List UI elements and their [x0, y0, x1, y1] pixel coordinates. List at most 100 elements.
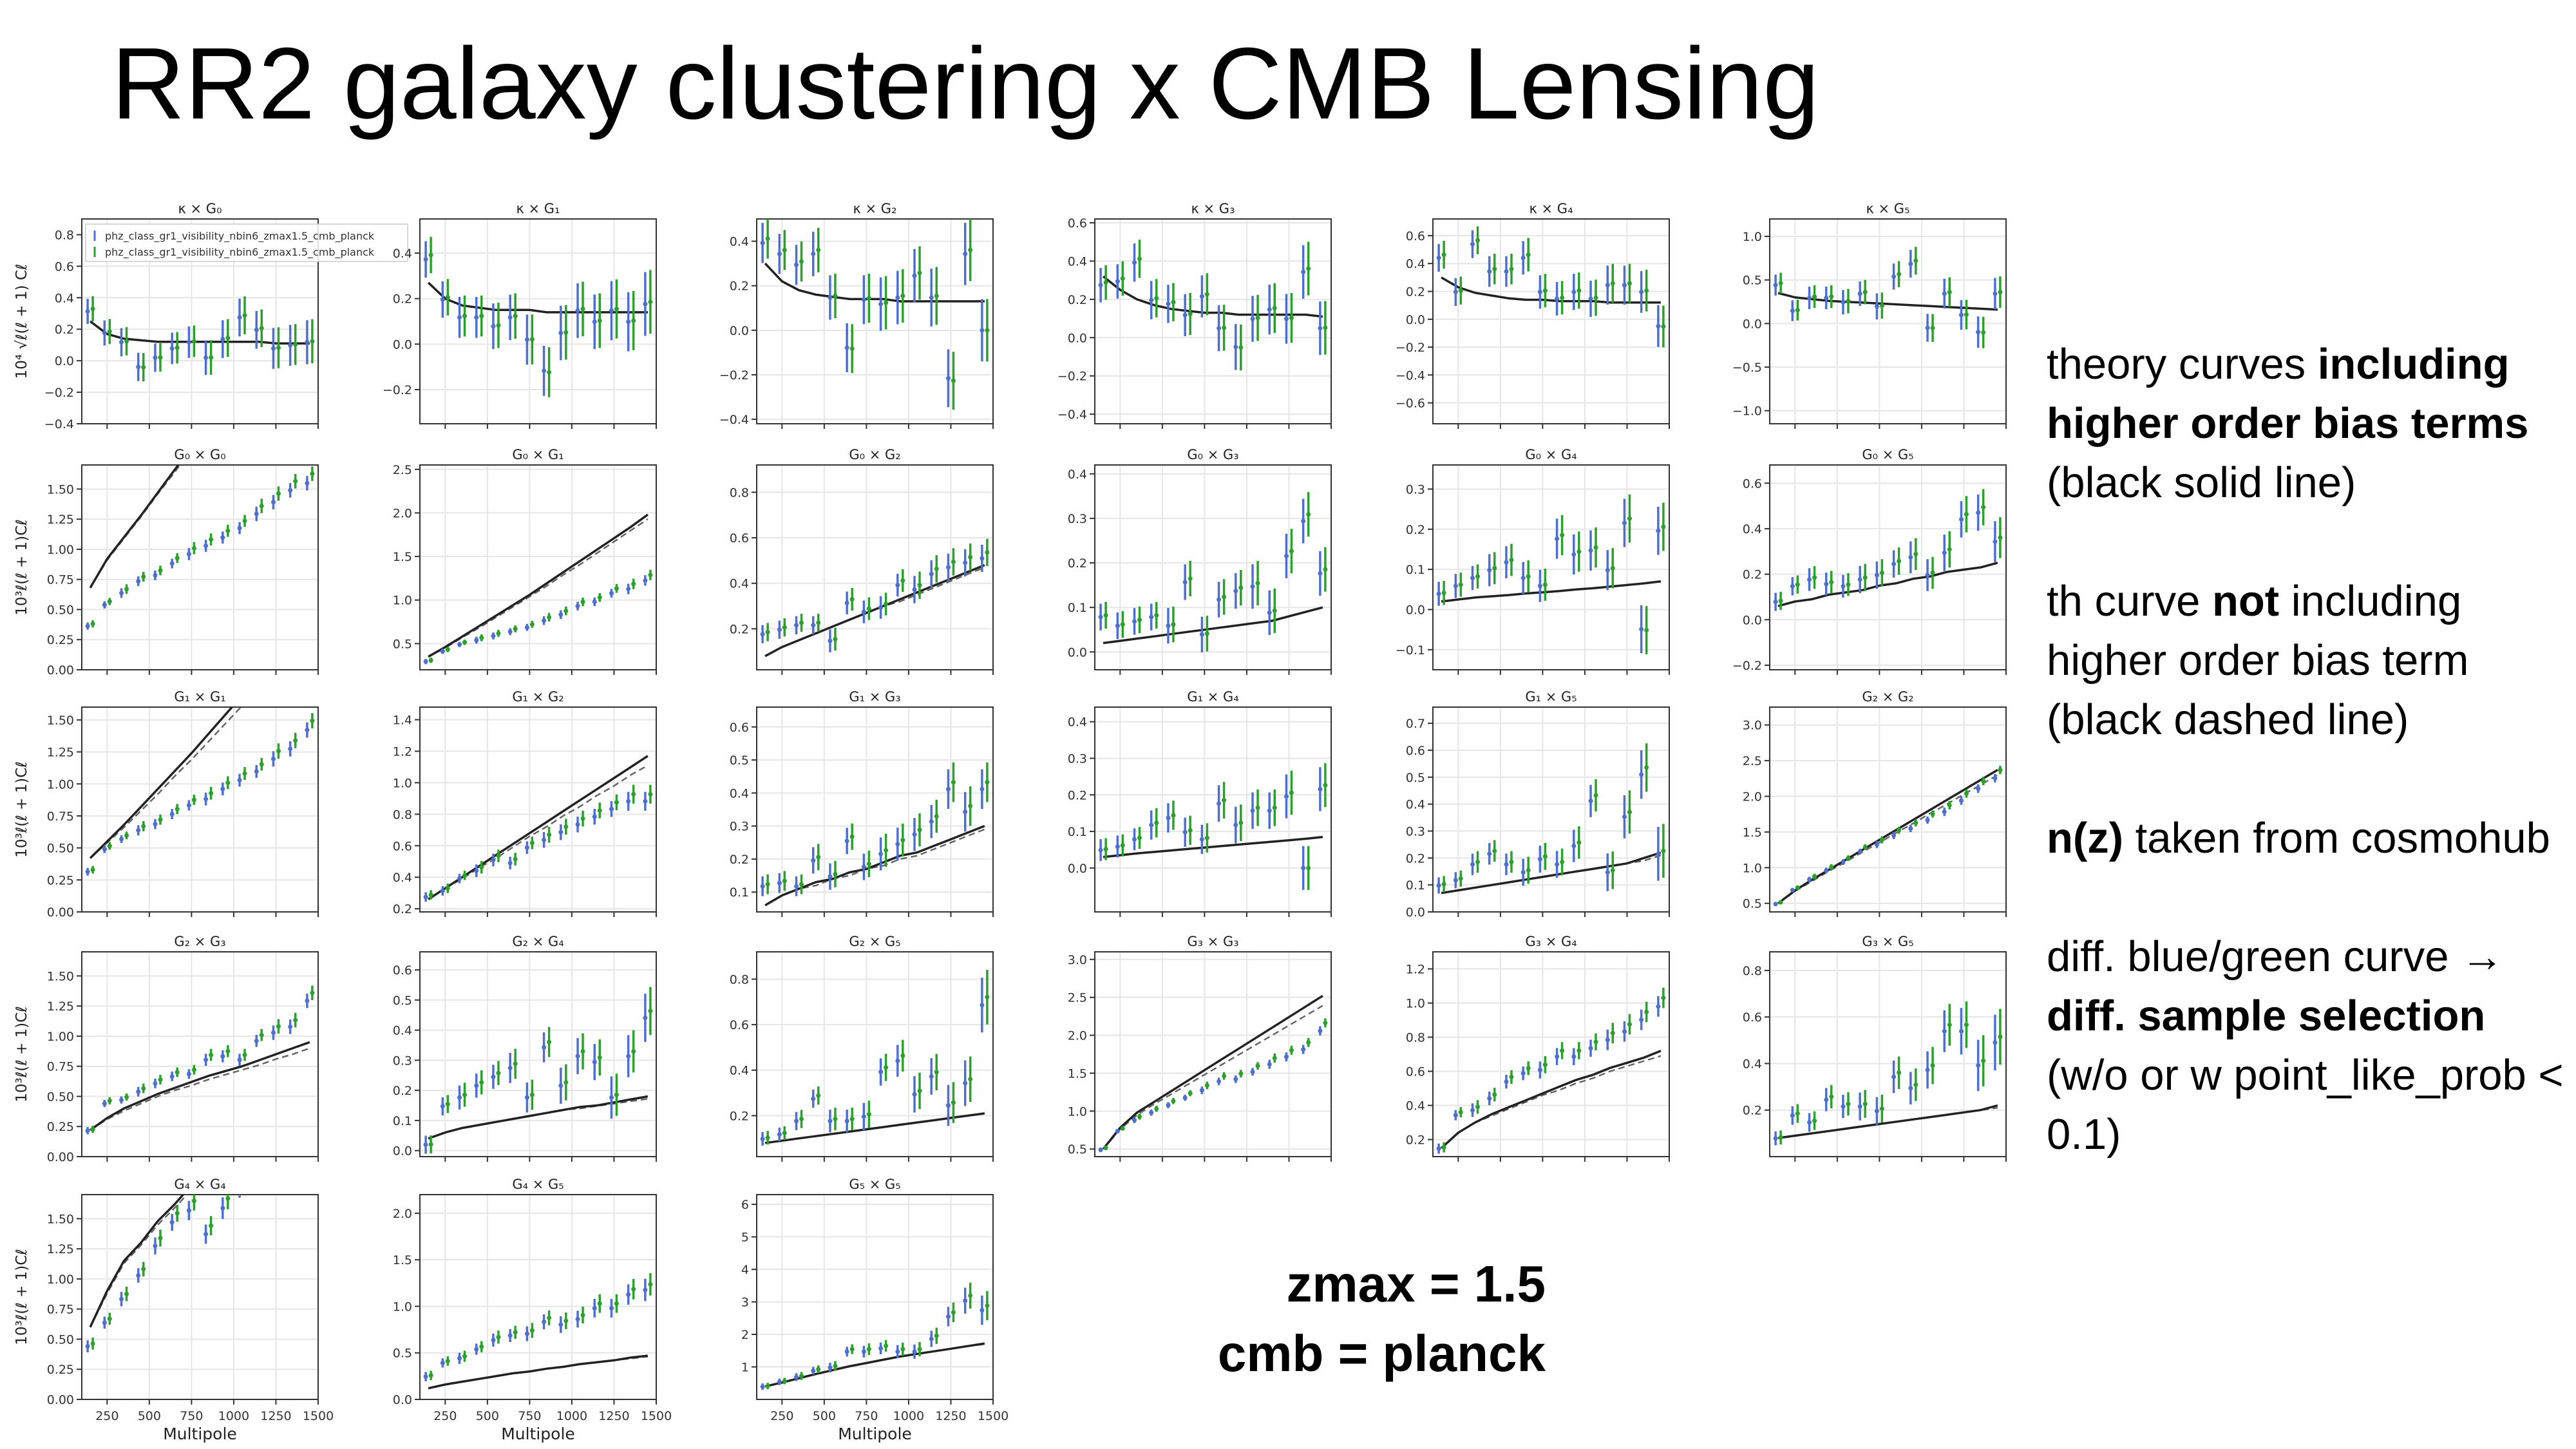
green-point: [428, 658, 433, 663]
y-tick-label: 0.6: [1406, 744, 1425, 758]
blue-point: [609, 1305, 614, 1311]
blue-point: [1166, 815, 1171, 820]
blue-point: [1841, 1104, 1846, 1109]
blue-point: [1115, 1129, 1120, 1134]
blue-point: [1537, 583, 1542, 589]
green-point: [580, 600, 585, 605]
blue-point: [102, 1320, 107, 1325]
blue-point: [254, 1173, 259, 1177]
blue-point: [220, 337, 225, 342]
y-tick-label: 0.50: [47, 1090, 74, 1104]
green-point: [597, 318, 602, 323]
note-text: not: [2211, 577, 2280, 625]
theory-solid-line: [1103, 275, 1323, 318]
green-point: [917, 1347, 922, 1352]
blue-point: [1283, 1054, 1289, 1059]
y-tick-label: −0.4: [1057, 408, 1087, 422]
blue-point: [558, 829, 564, 835]
blue-point: [760, 884, 765, 889]
chart-panel: 0.2 0.4 0.6 0.8 G₀ × G₂: [730, 447, 994, 675]
green-point: [445, 1101, 450, 1106]
y-tick-label: 0.0: [1743, 613, 1762, 627]
green-point: [765, 236, 770, 241]
green-point: [799, 1374, 804, 1379]
blue-point: [895, 1349, 900, 1354]
green-point: [513, 314, 518, 319]
green-point: [243, 1174, 247, 1179]
blue-point: [1132, 619, 1137, 624]
y-tick-label: 2.5: [1068, 991, 1087, 1005]
plot-frame: [756, 218, 994, 424]
green-point: [1103, 847, 1108, 852]
y-tick-label: −0.4: [719, 413, 749, 427]
green-point: [866, 606, 871, 611]
green-point: [1120, 622, 1125, 627]
blue-point: [270, 1030, 276, 1036]
green-point: [1981, 505, 1986, 510]
theory-solid-line: [90, 1041, 310, 1132]
blue-point: [929, 571, 934, 576]
green-point: [968, 247, 973, 252]
blue-point: [558, 330, 564, 336]
y-tick-label: 0.2: [393, 902, 412, 916]
green-point: [1661, 996, 1666, 1001]
y-tick-label: 1.25: [47, 999, 74, 1014]
blue-point: [1233, 589, 1238, 594]
green-point: [529, 1328, 535, 1333]
y-axis-label: 10³ℓ(ℓ + 1)Cℓ: [14, 1006, 30, 1103]
green-point: [479, 865, 484, 870]
green-point: [1255, 1063, 1260, 1068]
blue-point: [305, 1137, 309, 1142]
y-tick-label: 0.6: [393, 839, 412, 853]
green-point: [1255, 581, 1260, 586]
green-point: [884, 1065, 889, 1070]
blue-point: [626, 1054, 631, 1059]
blue-point: [491, 1338, 496, 1343]
green-point: [1441, 882, 1446, 887]
y-tick-label: 0.7: [1406, 717, 1425, 731]
green-point: [799, 259, 804, 264]
blue-point: [592, 1305, 597, 1311]
blue-point: [1993, 291, 1998, 296]
blue-point: [186, 1208, 191, 1213]
green-point: [985, 780, 990, 785]
green-point: [1509, 267, 1514, 272]
blue-point: [1470, 1108, 1475, 1113]
green-point: [1593, 1039, 1598, 1045]
green-point: [124, 833, 129, 838]
green-point: [1829, 294, 1834, 299]
blue-point: [169, 1220, 175, 1225]
green-point: [900, 1053, 905, 1058]
green-point: [799, 882, 804, 887]
x-axis-label: Multipole: [163, 1425, 237, 1443]
x-tick-label: 500: [476, 1409, 499, 1423]
plot-frame: [1432, 706, 1670, 913]
blue-point: [1199, 632, 1204, 637]
y-tick-label: 0.50: [47, 603, 74, 617]
panel-title: G₁ × G₄: [1187, 689, 1238, 705]
blue-point: [1942, 550, 1947, 555]
chart-panel: 0.5 1.0 1.5 2.0 2.5 3.0 G₃ × G₃: [1068, 934, 1332, 1162]
blue-point: [1571, 552, 1577, 557]
green-point: [1188, 576, 1193, 581]
blue-point: [980, 786, 985, 791]
blue-point: [643, 1015, 648, 1020]
green-point: [1154, 296, 1159, 301]
green-point: [107, 329, 112, 334]
green-point: [1930, 325, 1935, 330]
y-tick-label: 2: [741, 1328, 749, 1342]
green-point: [310, 471, 315, 477]
plot-frame: [756, 706, 994, 913]
green-point: [428, 252, 433, 258]
y-tick-label: −0.2: [1057, 370, 1087, 384]
green-point: [934, 1070, 939, 1075]
blue-point: [288, 488, 293, 493]
green-point: [242, 518, 247, 524]
y-tick-label: 1.0: [393, 776, 412, 790]
blue-point: [1925, 1067, 1930, 1072]
x-tick-label: 1250: [598, 1409, 629, 1423]
y-tick-label: 0.2: [1068, 788, 1087, 802]
blue-point: [1908, 261, 1913, 267]
y-tick-label: 0.4: [393, 871, 412, 885]
green-point: [1542, 288, 1548, 293]
